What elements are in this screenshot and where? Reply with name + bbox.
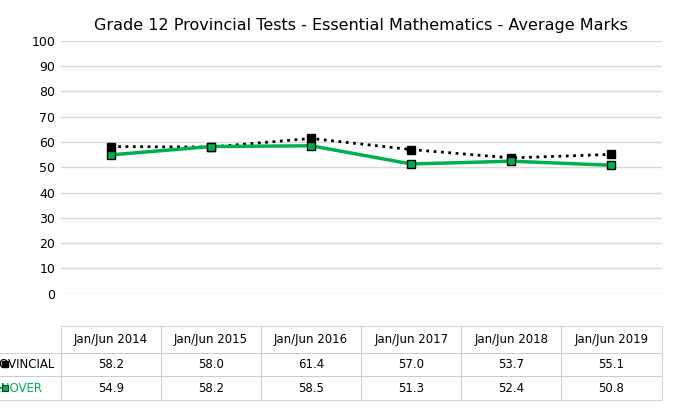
Title: Grade 12 Provincial Tests - Essential Mathematics - Average Marks: Grade 12 Provincial Tests - Essential Ma… bbox=[95, 18, 628, 33]
